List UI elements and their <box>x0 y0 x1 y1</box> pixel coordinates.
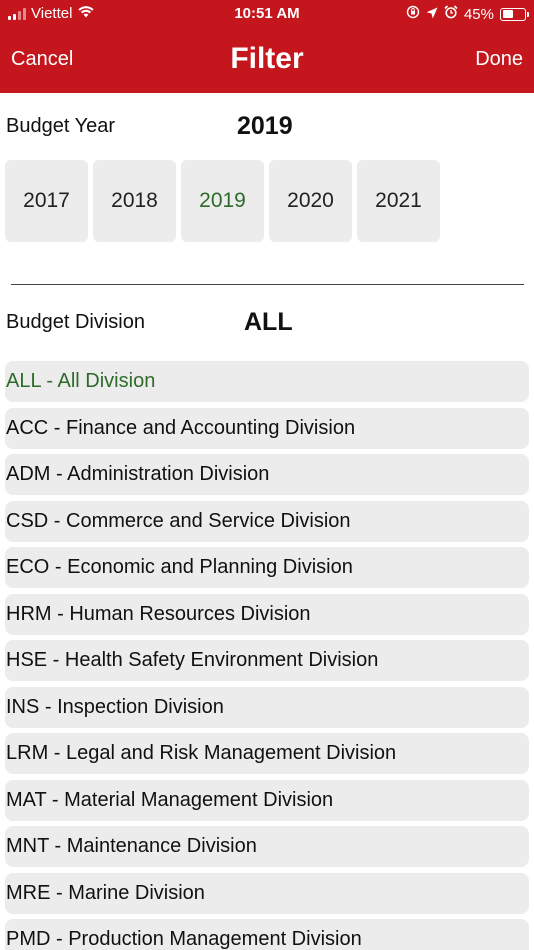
division-item[interactable]: ACC - Finance and Accounting Division <box>5 407 529 449</box>
division-item[interactable]: HSE - Health Safety Environment Division <box>5 640 529 681</box>
year-option[interactable]: 2017 <box>5 160 88 242</box>
year-selector: 2017 2018 2019 2020 2021 <box>5 160 440 242</box>
division-item[interactable]: PMD - Production Management Division <box>5 919 529 950</box>
status-bar: Viettel 10:51 AM 45% <box>0 0 534 28</box>
division-item[interactable]: HRM - Human Resources Division <box>5 593 529 635</box>
carrier-name: Viettel <box>31 5 73 22</box>
page-title: Filter <box>230 42 304 75</box>
year-option[interactable]: 2021 <box>357 160 440 242</box>
budget-year-label: Budget Year <box>6 115 115 137</box>
division-item[interactable]: ECO - Economic and Planning Division <box>5 547 529 588</box>
done-button[interactable]: Done <box>475 48 523 70</box>
budget-division-label: Budget Division <box>6 311 145 333</box>
division-item[interactable]: ADM - Administration Division <box>5 454 529 495</box>
header-bar: Viettel 10:51 AM 45% Cancel Filter Done <box>0 0 534 93</box>
screen-rotation-lock-icon <box>406 5 420 23</box>
location-arrow-icon <box>426 6 438 23</box>
division-list: ALL - All Division ACC - Finance and Acc… <box>5 361 529 950</box>
signal-icon <box>8 7 26 20</box>
battery-icon <box>500 7 529 21</box>
wifi-icon <box>78 5 95 22</box>
year-option[interactable]: 2019 <box>181 160 264 242</box>
status-left: Viettel <box>8 5 95 22</box>
section-divider <box>11 284 524 285</box>
alarm-icon <box>444 5 458 23</box>
budget-year-value: 2019 <box>237 112 293 140</box>
division-item[interactable]: INS - Inspection Division <box>5 686 529 728</box>
division-item[interactable]: MRE - Marine Division <box>5 872 529 914</box>
status-right: 45% <box>406 5 529 23</box>
division-item[interactable]: MNT - Maintenance Division <box>5 826 529 867</box>
division-item[interactable]: LRM - Legal and Risk Management Division <box>5 733 529 774</box>
battery-percent: 45% <box>463 5 494 23</box>
status-time: 10:51 AM <box>234 5 300 22</box>
division-item[interactable]: ALL - All Division <box>5 361 529 402</box>
year-option[interactable]: 2018 <box>93 160 176 242</box>
budget-division-value: ALL <box>244 308 293 336</box>
division-item[interactable]: MAT - Material Management Division <box>5 779 529 821</box>
division-item[interactable]: CSD - Commerce and Service Division <box>5 500 529 542</box>
cancel-button[interactable]: Cancel <box>11 48 74 70</box>
year-option[interactable]: 2020 <box>269 160 352 242</box>
